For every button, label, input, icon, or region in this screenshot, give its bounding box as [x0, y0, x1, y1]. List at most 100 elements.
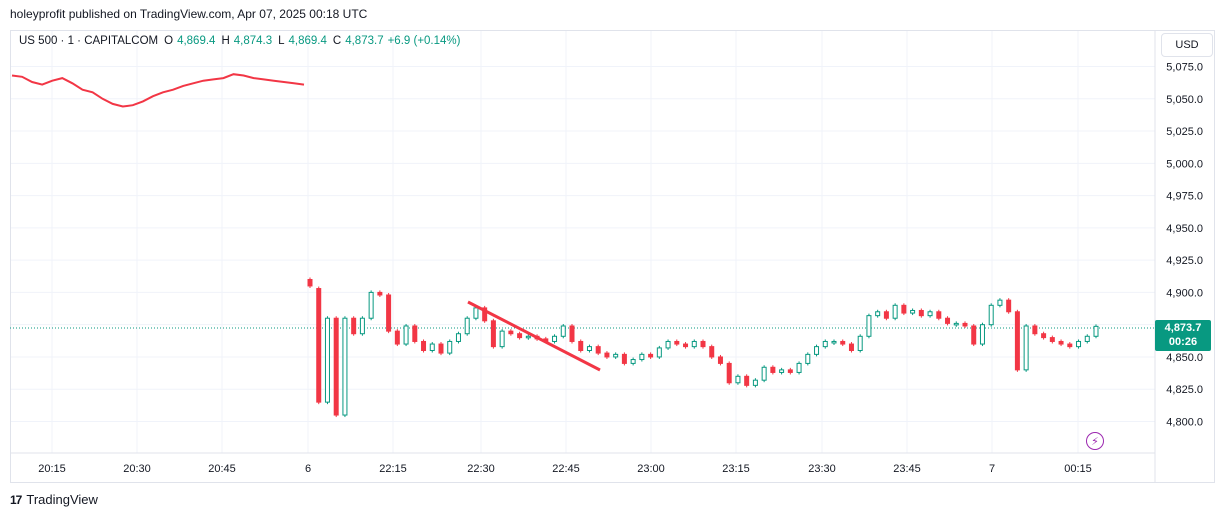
change-value: +6.9 (+0.14%)	[387, 35, 461, 47]
candle-body	[1058, 340, 1064, 345]
candle-body	[604, 352, 610, 358]
candle-body	[665, 340, 671, 349]
y-tick-label: 4,975.0	[1166, 191, 1203, 203]
candle-body	[394, 330, 400, 345]
candle-body	[473, 307, 479, 319]
y-tick-label: 4,800.0	[1166, 417, 1203, 429]
candle-body	[945, 317, 951, 324]
candle-body	[639, 353, 645, 361]
candle-body	[499, 330, 505, 348]
candle-body	[656, 347, 662, 358]
candle-body	[927, 311, 933, 317]
candle-body	[971, 325, 977, 345]
candle-body	[412, 325, 418, 342]
low-label: L	[278, 35, 285, 47]
trend-line-drawing	[467, 300, 601, 372]
candle-body	[752, 379, 758, 386]
candle-body	[1076, 340, 1082, 348]
candle-body	[569, 325, 575, 342]
candle-body	[892, 304, 898, 319]
candle-body	[351, 317, 357, 335]
candle-body	[717, 356, 723, 364]
candle-body	[368, 291, 374, 319]
publisher-header: holeyprofit published on TradingView.com…	[10, 7, 368, 21]
session-1-candles	[11, 73, 305, 108]
candle-body	[613, 353, 619, 358]
candle-body	[674, 340, 680, 345]
candle-body	[796, 362, 802, 373]
candle-body	[848, 343, 854, 351]
candle-body	[342, 317, 348, 416]
y-tick-label: 5,075.0	[1166, 62, 1203, 74]
candle-body	[910, 309, 916, 314]
candle-body	[979, 324, 985, 345]
close-value: 4,873.7	[345, 35, 384, 47]
currency-button[interactable]: USD	[1161, 33, 1213, 57]
candle-body	[814, 346, 820, 355]
candle-body	[508, 330, 514, 335]
candle-body	[464, 317, 470, 335]
candle-body	[648, 353, 654, 358]
x-tick-label: 22:45	[552, 463, 580, 475]
symbol-name[interactable]: US 500 · 1 · CAPITALCOM	[19, 35, 159, 47]
x-tick-label: 22:30	[467, 463, 495, 475]
lightning-icon[interactable]: ⚡	[1086, 432, 1104, 450]
candle-body	[726, 362, 732, 384]
candle-body	[621, 353, 627, 364]
candle-body	[359, 317, 365, 335]
candle-body	[761, 366, 767, 381]
open-value: 4,869.4	[177, 35, 216, 47]
candle-body	[1014, 311, 1020, 371]
candle-body	[875, 311, 881, 317]
x-tick-label: 20:45	[208, 463, 236, 475]
x-tick-label: 23:15	[722, 463, 750, 475]
x-tick-label: 23:00	[637, 463, 665, 475]
candle-body	[901, 304, 907, 314]
high-value: 4,874.3	[233, 35, 273, 47]
candle-body	[779, 369, 785, 373]
candle-body	[805, 353, 811, 364]
candle-body	[517, 333, 523, 339]
y-tick-label: 4,850.0	[1166, 352, 1203, 364]
y-tick-label: 5,050.0	[1166, 94, 1203, 106]
candle-body	[578, 340, 584, 351]
candle-body	[1067, 343, 1073, 348]
chart-frame[interactable]	[10, 30, 1215, 483]
candle-body	[988, 304, 994, 326]
candle-body	[683, 343, 689, 348]
candle-body	[447, 340, 453, 354]
candle-body	[525, 335, 531, 339]
candle-body	[560, 325, 566, 337]
candle-body	[831, 340, 837, 344]
candle-body	[918, 309, 924, 317]
y-tick-label: 4,825.0	[1166, 384, 1203, 396]
candle-body	[857, 335, 863, 351]
candle-body	[1023, 325, 1029, 371]
candle-body	[1049, 337, 1055, 342]
candle-body	[333, 317, 339, 416]
x-tick-label: 22:15	[379, 463, 407, 475]
last-price-value: 4,873.7	[1164, 322, 1202, 334]
candle-body	[700, 340, 706, 348]
footer-brand[interactable]: 17 TradingView	[10, 492, 98, 507]
high-label: H	[221, 35, 230, 47]
x-tick-label: 23:45	[893, 463, 921, 475]
time-axis: 20:15 20:30 20:45 6 22:15 22:30 22:45 23:00 23:1…	[11, 452, 1155, 475]
candle-body	[770, 366, 776, 373]
x-tick-label: 23:30	[808, 463, 836, 475]
candle-body	[386, 294, 392, 332]
price-axis: 4,800.04,825.04,850.04,875.04,900.04,925…	[1154, 31, 1203, 483]
session-2-candles	[307, 277, 1099, 418]
x-tick-label: 6	[305, 463, 311, 475]
x-tick-label: 20:30	[123, 463, 151, 475]
close-label: C	[332, 35, 342, 47]
candle-body	[307, 279, 313, 287]
y-tick-label: 5,025.0	[1166, 126, 1203, 138]
candle-body	[1041, 333, 1047, 339]
x-tick-label: 20:15	[38, 463, 66, 475]
chart-grid	[11, 31, 1155, 453]
candle-body	[840, 340, 846, 345]
tradingview-logo-icon: 17	[10, 492, 22, 507]
candle-body	[997, 299, 1003, 306]
